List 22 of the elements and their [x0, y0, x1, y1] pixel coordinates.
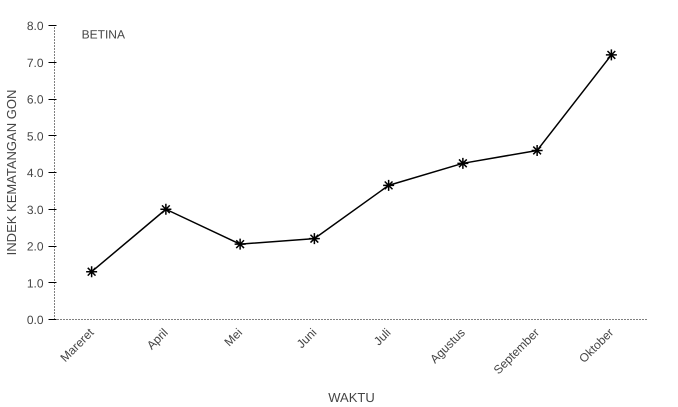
point — [605, 48, 618, 62]
y-tick-label: 6.0 — [26, 92, 44, 106]
point — [234, 238, 246, 250]
point — [160, 203, 172, 216]
point — [456, 157, 470, 170]
point — [382, 179, 395, 192]
y-axis-title: INDEK KEMATANGAN GON — [4, 90, 19, 256]
y-tick-label: 2.0 — [26, 240, 44, 254]
chart-title: BETINA — [82, 28, 125, 42]
point — [308, 232, 321, 245]
x-tick-label: Mei — [222, 326, 246, 350]
y-tick-label: 3.0 — [26, 202, 44, 217]
y-tick-label: 8.0 — [26, 19, 44, 33]
y-tick-label: 1.0 — [26, 276, 44, 290]
point — [85, 265, 98, 278]
y-tick-label: 0.0 — [26, 313, 44, 327]
y-tick-label: 5.0 — [26, 129, 44, 144]
point — [530, 144, 544, 157]
y-tick-label: 7.0 — [26, 56, 44, 70]
x-axis-title: WAKTU — [328, 390, 375, 405]
y-tick-label: 4.0 — [26, 166, 44, 180]
x-tick-label: Juli — [370, 326, 394, 348]
